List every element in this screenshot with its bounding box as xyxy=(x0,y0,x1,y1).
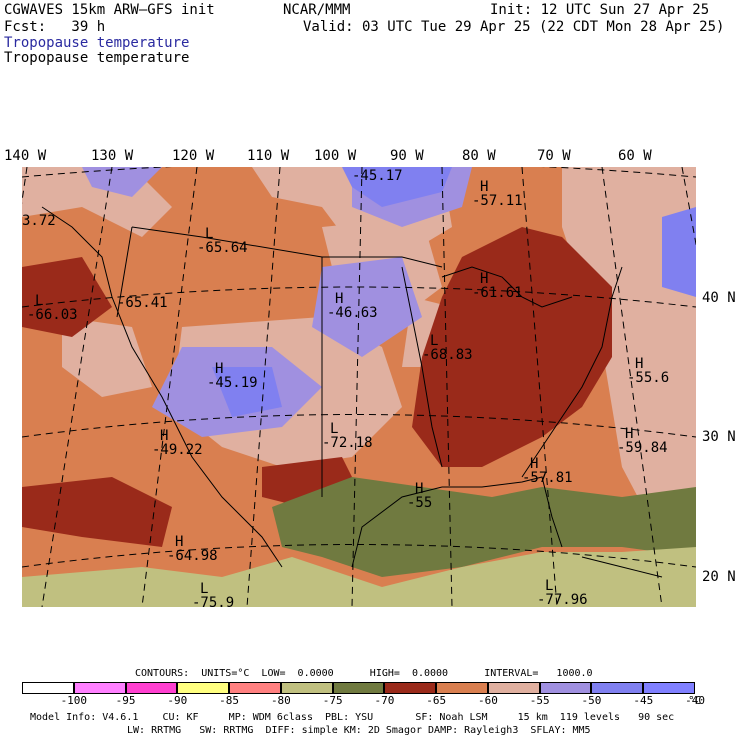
longitude-label: 100 W xyxy=(314,148,357,164)
latitude-label: 40 N xyxy=(702,290,736,306)
field-minus65-west xyxy=(22,257,362,547)
coastlines-borders xyxy=(41,206,663,578)
extremum-letter: H xyxy=(480,271,488,287)
extrema-labels: H-45.17H-57.113.72L-65.64L-66.03-65.41H-… xyxy=(22,167,669,607)
extremum-value: -77.96 xyxy=(537,592,588,607)
colorbar-label: -40 xyxy=(685,694,705,707)
latitude-label: 20 N xyxy=(702,569,736,585)
extremum-value: -65.41 xyxy=(117,295,168,311)
extremum-letter: H xyxy=(215,361,223,377)
colorbar-label: °C xyxy=(688,694,702,707)
colorbar-swatch xyxy=(436,682,488,694)
extremum-letter: H xyxy=(160,428,168,444)
extremum-letter: H xyxy=(335,291,343,307)
extremum-value: -55.6 xyxy=(627,370,669,386)
physics-info: LW: RRTMG SW: RRTMG DIFF: simple KM: 2D … xyxy=(127,725,591,736)
contours-info: CONTOURS: UNITS=°C LOW= 0.0000 HIGH= 0.0… xyxy=(135,668,593,679)
colorbar-label: -95 xyxy=(115,694,136,707)
colorbar-swatch xyxy=(384,682,437,694)
extremum-value: -68.83 xyxy=(422,347,473,363)
extremum-value: -55 xyxy=(407,495,432,511)
field-minus70 xyxy=(272,477,696,577)
tropopause-temperature-map: H-45.17H-57.113.72L-65.64L-66.03-65.41H-… xyxy=(22,167,696,607)
longitude-label: 110 W xyxy=(247,148,290,164)
extremum-letter: L xyxy=(205,226,213,242)
colorbar-label: -50 xyxy=(581,694,602,707)
colorbar-label: -75 xyxy=(322,694,343,707)
longitude-label: 130 W xyxy=(91,148,134,164)
extremum-value: -64.98 xyxy=(167,548,218,564)
extremum-letter: H xyxy=(625,426,633,442)
longitude-label: 60 W xyxy=(618,148,652,164)
extremum-value: -75.9 xyxy=(192,595,234,607)
field-name-blue: Tropopause temperature xyxy=(4,35,190,51)
colorbar-label: -55 xyxy=(529,694,550,707)
colorbar-swatch xyxy=(643,682,695,694)
extremum-value: -57.11 xyxy=(472,193,523,209)
field-minus65-east xyxy=(412,227,612,467)
colorbar-swatch xyxy=(22,682,74,694)
colorbar-swatch xyxy=(539,682,592,694)
colorbar-label: -70 xyxy=(374,694,395,707)
extremum-letter: L xyxy=(330,421,338,437)
extremum-value: -61.61 xyxy=(472,285,523,301)
extremum-value: -66.03 xyxy=(27,307,78,323)
colorbar-swatch xyxy=(332,682,385,694)
extremum-value: -65.64 xyxy=(197,240,248,256)
colorbar-label: -90 xyxy=(167,694,188,707)
extremum-value: -59.84 xyxy=(617,440,668,456)
graticule xyxy=(22,167,696,607)
field-name: Tropopause temperature xyxy=(4,50,190,66)
colorbar-swatch xyxy=(177,682,230,694)
extremum-letter: L xyxy=(430,333,438,349)
extremum-value: -45.17 xyxy=(352,168,403,184)
colorbar-swatch xyxy=(591,682,644,694)
extremum-letter: H xyxy=(530,456,538,472)
colorbar-swatch xyxy=(280,682,333,694)
colorbar-label: -85 xyxy=(219,694,240,707)
model-title: CGWAVES 15km ARW–GFS init xyxy=(4,2,215,18)
extremum-value: -49.22 xyxy=(152,442,203,458)
colorbar-swatch xyxy=(125,682,178,694)
field-minus45 xyxy=(212,167,696,417)
valid-time: Valid: 03 UTC Tue 29 Apr 25 (22 CDT Mon … xyxy=(303,19,725,35)
extremum-letter: L xyxy=(35,293,43,309)
latitude-label: 30 N xyxy=(702,429,736,445)
longitude-label: 80 W xyxy=(462,148,496,164)
colorbar-label: -45 xyxy=(633,694,654,707)
colorbar-label: -60 xyxy=(478,694,498,707)
extremum-value: -72.18 xyxy=(322,435,373,451)
organization: NCAR/MMM xyxy=(283,2,351,18)
extremum-value: -57.81 xyxy=(522,470,573,486)
extremum-letter: H xyxy=(175,534,183,550)
model-info: Model Info: V4.6.1 CU: KF MP: WDM 6class… xyxy=(30,712,675,723)
colorbar-swatch xyxy=(73,682,126,694)
colorbar-swatch xyxy=(229,682,281,694)
colorbar-label: -100 xyxy=(60,694,88,707)
extremum-letter: H xyxy=(635,356,643,372)
longitude-label: 70 W xyxy=(537,148,571,164)
colorbar-label: -65 xyxy=(426,694,447,707)
colorbar xyxy=(22,682,695,694)
forecast-hour: Fcst: 39 h xyxy=(4,19,106,35)
field-minus75 xyxy=(22,547,696,607)
extremum-letter: L xyxy=(200,581,208,597)
colorbar-label: -80 xyxy=(270,694,291,707)
extremum-letter: H xyxy=(360,167,368,170)
init-time: Init: 12 UTC Sun 27 Apr 25 xyxy=(490,2,710,18)
extremum-letter: H xyxy=(480,179,488,195)
extremum-value: -46.63 xyxy=(327,305,378,321)
extremum-value: 3.72 xyxy=(22,213,56,229)
extremum-letter: H xyxy=(415,481,423,497)
extremum-letter: L xyxy=(545,578,553,594)
longitude-label: 120 W xyxy=(172,148,215,164)
colorbar-swatch xyxy=(487,682,540,694)
extremum-value: -45.19 xyxy=(207,375,258,391)
longitude-label: 140 W xyxy=(4,148,47,164)
longitude-label: 90 W xyxy=(390,148,424,164)
